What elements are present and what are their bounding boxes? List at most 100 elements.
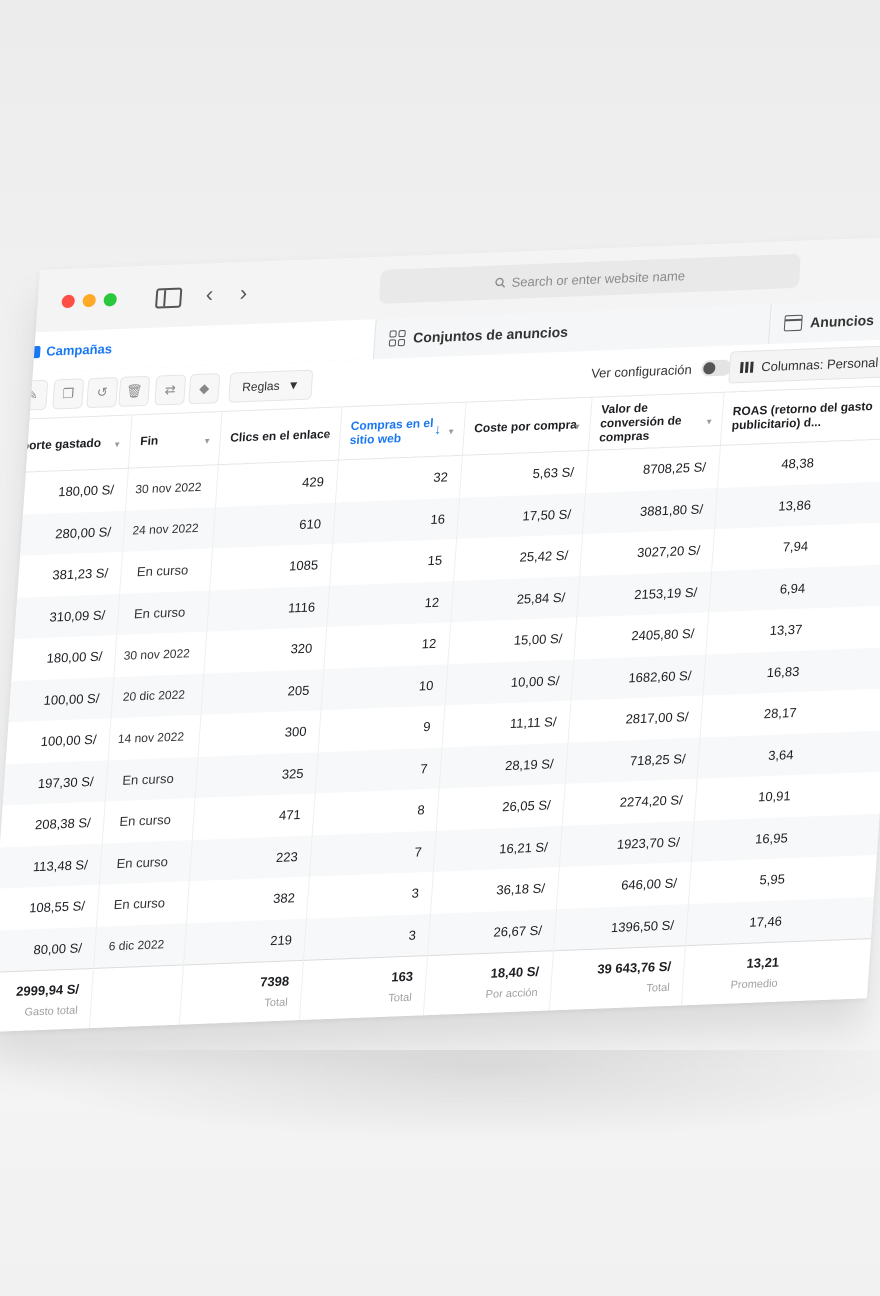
minimize-window-button[interactable] <box>82 293 97 308</box>
cell-compras: 3 <box>305 871 433 919</box>
total-label: Total <box>263 996 289 1010</box>
columns-icon <box>739 361 754 373</box>
total-value: 39 643,76 S/ <box>596 958 672 977</box>
sort-descending-icon: ↓ <box>433 420 442 437</box>
cell-importe: 113,48 S/ <box>0 843 102 890</box>
columns-label: Columnas: Personal <box>760 354 879 374</box>
cell-coste: 11,11 S/ <box>441 700 571 748</box>
title-bar: ‹ › Search or enter website name <box>35 236 880 334</box>
col-fin[interactable]: Fin ▼ <box>127 411 222 469</box>
browser-window: ‹ › Search or enter website name Campaña… <box>0 236 880 1033</box>
cell-valor: 718,25 S/ <box>564 737 700 784</box>
edit-icon: ✎ <box>26 387 39 403</box>
cell-coste: 25,42 S/ <box>453 534 583 581</box>
col-roas[interactable]: ROAS (retorno del gasto publicitario) d.… <box>719 385 880 446</box>
rules-label: Reglas <box>241 378 281 395</box>
cell-fin: En curso <box>104 756 198 802</box>
total-label: Total <box>387 991 413 1005</box>
cell-valor: 2153,19 S/ <box>576 570 712 618</box>
cell-fin: 30 nov 2022 <box>113 631 207 677</box>
total-compras: 163 Total <box>297 955 428 1033</box>
cell-roas: 3,64 <box>696 730 880 779</box>
cell-compras: 15 <box>329 539 457 586</box>
cell-compras: 32 <box>334 455 462 503</box>
cell-clics: 300 <box>197 710 321 757</box>
tag-icon: ◆ <box>198 380 210 396</box>
caret-down-icon: ▼ <box>287 378 300 393</box>
cell-compras: 10 <box>320 663 448 711</box>
close-window-button[interactable] <box>61 294 76 309</box>
cell-fin: En curso <box>119 548 213 594</box>
cell-clics: 1085 <box>209 543 333 591</box>
export-button[interactable]: ⇄ <box>154 374 187 406</box>
tab-campanas-label: Campañas <box>45 341 113 359</box>
caret-down-icon: ▼ <box>202 436 212 446</box>
columns-dropdown[interactable]: Columnas: Personal <box>728 345 880 384</box>
edit-button[interactable]: ✎ <box>16 379 49 411</box>
settings-toggle[interactable] <box>701 359 733 377</box>
cell-roas: 16,83 <box>702 646 880 696</box>
caret-down-icon: ▼ <box>446 427 456 437</box>
cell-fin: 30 nov 2022 <box>124 464 218 511</box>
total-importe: 2999,94 S/Gasto total <box>0 968 94 1033</box>
duplicate-button[interactable]: ❐ <box>52 378 85 410</box>
tag-button[interactable]: ◆ <box>188 373 221 405</box>
delete-button[interactable]: 🗑 <box>118 375 151 407</box>
cell-fin: En curso <box>101 798 195 844</box>
cell-importe: 180,00 S/ <box>0 468 128 516</box>
address-search-bar[interactable]: Search or enter website name <box>378 253 802 304</box>
cell-fin: En curso <box>98 839 192 885</box>
header-label: Importe gastado <box>7 435 102 454</box>
caret-down-icon: ▼ <box>704 417 714 427</box>
tab-anuncios[interactable]: Anuncios <box>767 297 880 345</box>
cell-clics: 219 <box>183 918 306 966</box>
sidebar-toggle-icon[interactable] <box>154 287 183 309</box>
back-arrow-icon[interactable]: ‹ <box>204 281 215 307</box>
header-label: Clics en el enlace <box>229 426 331 445</box>
table-body: 180,00 S/30 nov 2022 429 32 5,63 S/8708,25 … <box>0 438 880 974</box>
cell-coste: 26,67 S/ <box>427 908 556 956</box>
cell-compras: 16 <box>332 497 459 544</box>
forward-arrow-icon[interactable]: › <box>238 280 249 306</box>
cell-roas: 13,37 <box>705 605 880 654</box>
col-coste-por-compra[interactable]: Coste por compra ▼ <box>461 397 592 456</box>
cell-fin: 14 nov 2022 <box>107 714 201 760</box>
campaign-icon <box>27 345 41 358</box>
tab-campanas[interactable]: Campañas <box>27 341 113 359</box>
total-clics: 7398 Total <box>177 960 304 1033</box>
cell-fin: En curso <box>95 881 189 927</box>
cell-compras: 12 <box>323 622 451 669</box>
cell-importe: 310,09 S/ <box>0 593 120 641</box>
col-clics-enlace[interactable]: Clics en el enlace ▼ <box>217 406 342 465</box>
cell-importe: 100,00 S/ <box>0 718 111 765</box>
col-valor-conversion[interactable]: Valor de conversión de compras ▼ <box>587 392 724 451</box>
col-importe-gastado[interactable]: Importe gastado ▼ <box>0 414 132 474</box>
caret-down-icon: ▼ <box>112 439 122 450</box>
total-coste: 18,40 S/Por acción <box>421 950 554 1029</box>
cell-coste: 15,00 S/ <box>447 617 577 664</box>
cell-clics: 429 <box>214 460 338 507</box>
clipboard-icon: ❐ <box>61 385 75 402</box>
rules-dropdown[interactable]: Reglas ▼ <box>228 369 314 403</box>
campaign-table: Importe gastado ▼ Fin ▼ Clics en el enlace… <box>0 385 880 1033</box>
ad-window-icon <box>783 314 803 332</box>
cell-roas: 5,95 <box>687 854 877 904</box>
cell-roas: 48,38 <box>716 438 880 488</box>
cell-clics: 325 <box>194 751 318 799</box>
trash-icon: 🗑 <box>125 383 144 399</box>
cell-compras: 7 <box>314 747 442 794</box>
cell-coste: 16,21 S/ <box>432 825 562 872</box>
cell-fin: 20 dic 2022 <box>110 673 204 719</box>
search-placeholder: Search or enter website name <box>511 267 686 290</box>
cell-importe: 197,30 S/ <box>0 759 108 807</box>
cell-valor: 3881,80 S/ <box>582 487 717 535</box>
cell-clics: 223 <box>188 835 312 882</box>
cell-importe: 100,00 S/ <box>0 676 114 724</box>
maximize-window-button[interactable] <box>103 293 118 307</box>
cell-importe: 208,38 S/ <box>0 801 105 849</box>
search-icon <box>495 277 505 288</box>
col-compras-sitio-web[interactable]: Compras en el sitio web ↓ ▼ <box>337 402 466 461</box>
undo-button[interactable]: ↺ <box>86 376 119 409</box>
cell-importe: 108,55 S/ <box>0 884 99 932</box>
